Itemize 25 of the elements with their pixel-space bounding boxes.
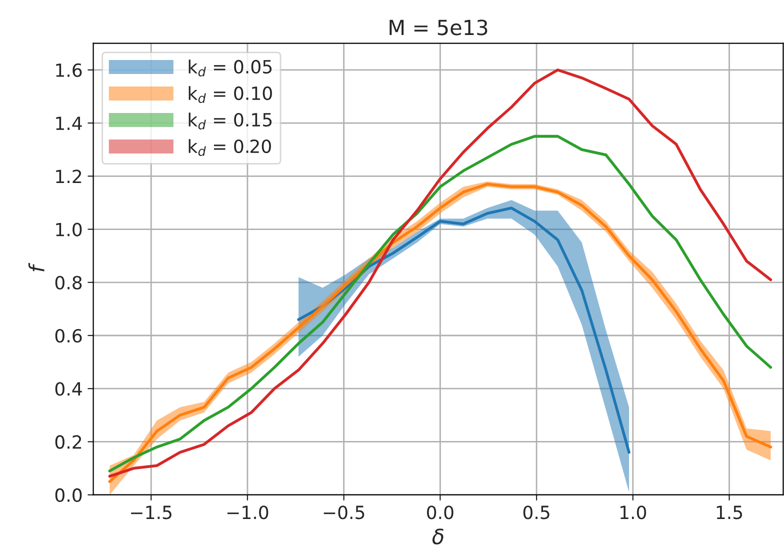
x-tick-label: 0.0 bbox=[427, 506, 454, 520]
y-tick-label: 0.2 bbox=[55, 435, 82, 449]
legend-label: k$_{d}$ = 0.20 bbox=[188, 139, 271, 156]
y-tick-label: 0.6 bbox=[55, 328, 82, 343]
x-tick-label: 1.0 bbox=[620, 506, 646, 520]
legend-label: k$_{d}$ = 0.10 bbox=[188, 86, 272, 103]
y-tick-label: 1.2 bbox=[56, 170, 82, 184]
y-tick-label: 0.0 bbox=[55, 488, 82, 502]
y-tick-label: 0.4 bbox=[55, 382, 82, 396]
chart-title: M = 5e13 bbox=[390, 20, 488, 36]
x-tick-label: 0.5 bbox=[523, 506, 550, 520]
legend-label: k$_{d}$ = 0.05 bbox=[188, 60, 272, 76]
y-tick-label: 0.8 bbox=[55, 276, 82, 290]
y-axis-title: f bbox=[28, 262, 44, 272]
x-tick-label: −1.5 bbox=[131, 506, 172, 520]
line-series bbox=[297, 206, 630, 454]
y-tick-label: 1.6 bbox=[56, 63, 82, 78]
legend-label: k$_{d}$ = 0.15 bbox=[188, 112, 272, 130]
line-series bbox=[108, 134, 772, 472]
x-tick-label: 1.5 bbox=[716, 506, 742, 520]
y-tick-label: 1.4 bbox=[56, 116, 82, 130]
x-axis-title: δ bbox=[432, 528, 444, 544]
x-tick-label: −1.0 bbox=[227, 506, 268, 520]
x-tick-label: −0.5 bbox=[324, 506, 364, 520]
y-tick-label: 1.0 bbox=[56, 222, 82, 236]
